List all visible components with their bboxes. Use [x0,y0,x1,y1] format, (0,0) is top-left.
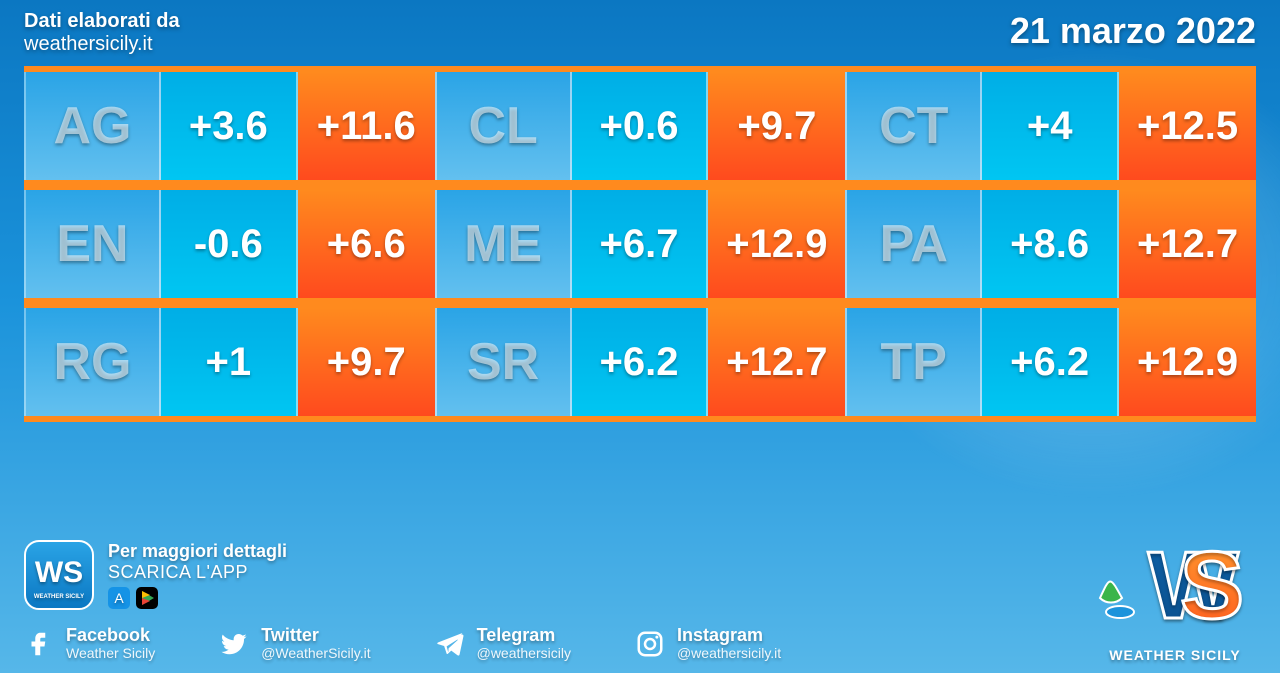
svg-text:S: S [1180,532,1244,639]
date: 21 marzo 2022 [1010,10,1256,52]
province-code: AG [24,72,161,180]
temp-high: +12.7 [1119,190,1256,298]
footer: WS WEATHER SICILY Per maggiori dettagli … [0,530,1280,673]
province-code: ME [435,190,572,298]
temperature-table: AG +3.6 +11.6 CL +0.6 +9.7 CT +4 +12.5 E… [24,66,1256,422]
temp-high: +6.6 [298,190,435,298]
social-facebook: Facebook Weather Sicily [24,626,155,661]
temp-high: +12.5 [1119,72,1256,180]
temp-high: +9.7 [708,72,845,180]
temp-high: +11.6 [298,72,435,180]
temp-low: +1 [161,308,298,416]
social-handle: @WeatherSicily.it [261,645,370,661]
divider [24,298,1256,308]
social-name: Twitter [261,626,370,645]
telegram-icon [435,629,465,659]
divider [24,180,1256,190]
social-handle: Weather Sicily [66,645,155,661]
appstore-icon: A [108,587,130,609]
social-links: Facebook Weather Sicily Twitter @Weather… [24,626,1256,661]
svg-text:WEATHER SICILY: WEATHER SICILY [34,594,84,600]
temp-low: +0.6 [572,72,709,180]
social-name: Telegram [477,626,571,645]
svg-text:WS: WS [35,556,83,589]
province-code: RG [24,308,161,416]
divider [24,416,1256,422]
social-handle: @weathersicily.it [677,645,781,661]
app-promo: WS WEATHER SICILY Per maggiori dettagli … [24,540,1256,610]
temp-low: +4 [982,72,1119,180]
temp-high: +12.9 [708,190,845,298]
temp-low: +6.2 [982,308,1119,416]
social-instagram: Instagram @weathersicily.it [635,626,781,661]
promo-line2: SCARICA L'APP [108,562,287,583]
temp-high: +9.7 [298,308,435,416]
province-code: CT [845,72,982,180]
social-name: Facebook [66,626,155,645]
temp-high: +12.7 [708,308,845,416]
source-block: Dati elaborati da weathersicily.it [24,10,180,56]
social-name: Instagram [677,626,781,645]
app-promo-text: Per maggiori dettagli SCARICA L'APP A [108,541,287,609]
instagram-icon [635,629,665,659]
source-site: weathersicily.it [24,33,180,56]
temp-low: -0.6 [161,190,298,298]
ws-logo: W S WEATHER SICILY [1090,526,1260,663]
ws-logo-caption: WEATHER SICILY [1090,647,1260,663]
social-handle: @weathersicily [477,645,571,661]
temp-low: +3.6 [161,72,298,180]
temp-low: +6.7 [572,190,709,298]
province-code: EN [24,190,161,298]
facebook-icon [24,629,54,659]
source-label: Dati elaborati da [24,10,180,33]
province-code: SR [435,308,572,416]
social-twitter: Twitter @WeatherSicily.it [219,626,370,661]
ws-app-icon: WS WEATHER SICILY [24,540,94,610]
province-code: TP [845,308,982,416]
twitter-icon [219,629,249,659]
social-telegram: Telegram @weathersicily [435,626,571,661]
temp-low: +6.2 [572,308,709,416]
province-code: CL [435,72,572,180]
province-code: PA [845,190,982,298]
playstore-icon [136,587,158,609]
svg-text:A: A [114,590,124,606]
promo-line1: Per maggiori dettagli [108,541,287,562]
header: Dati elaborati da weathersicily.it 21 ma… [0,0,1280,62]
temp-low: +8.6 [982,190,1119,298]
temp-high: +12.9 [1119,308,1256,416]
